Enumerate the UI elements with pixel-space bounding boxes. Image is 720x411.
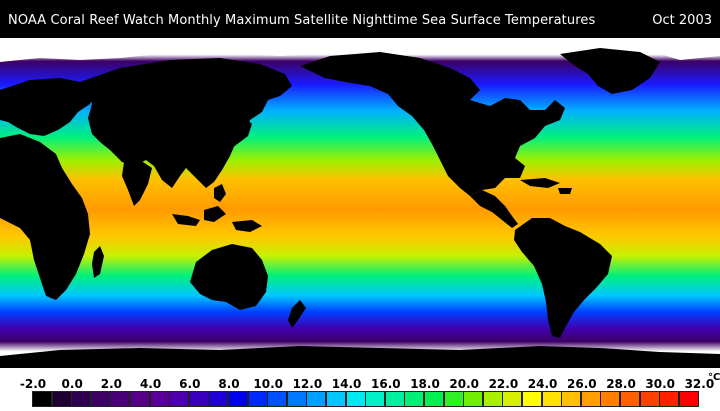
legend-swatch bbox=[247, 391, 268, 407]
madagascar-island bbox=[92, 246, 104, 278]
legend-swatch bbox=[208, 391, 229, 407]
legend-swatch bbox=[130, 391, 150, 407]
central-america-landmass bbox=[470, 190, 518, 228]
legend-tick-label: 24.0 bbox=[527, 377, 558, 391]
legend-swatch bbox=[286, 391, 307, 407]
north-america-landmass bbox=[300, 52, 565, 196]
legend-tick-label: 10.0 bbox=[253, 377, 283, 391]
africa-landmass bbox=[0, 134, 90, 300]
legend-tick-label: 32.0 bbox=[684, 377, 715, 391]
legend-swatch bbox=[463, 391, 484, 407]
map-svg bbox=[0, 38, 720, 368]
legend-swatch bbox=[620, 391, 640, 407]
sea-surface-temperature-map bbox=[0, 38, 720, 368]
asia-landmass bbox=[80, 58, 292, 188]
legend-swatch bbox=[110, 391, 131, 407]
title-bar: NOAA Coral Reef Watch Monthly Maximum Sa… bbox=[0, 0, 720, 38]
legend-swatch bbox=[169, 391, 190, 407]
legend-swatch bbox=[502, 391, 523, 407]
legend-swatch bbox=[384, 391, 405, 407]
legend-tick-label: 16.0 bbox=[370, 377, 401, 391]
japan-islands bbox=[228, 118, 252, 148]
australia-landmass bbox=[190, 244, 268, 310]
legend-swatch bbox=[659, 391, 680, 407]
legend-swatch bbox=[639, 391, 660, 407]
legend-swatch bbox=[188, 391, 209, 407]
europe-landmass bbox=[0, 78, 95, 136]
legend-tick-label: 4.0 bbox=[139, 377, 162, 391]
legend-swatch bbox=[678, 391, 699, 407]
legend-tick-label: 0.0 bbox=[61, 377, 83, 391]
legend-tick-label: 12.0 bbox=[292, 377, 323, 391]
legend-swatch bbox=[51, 391, 72, 407]
legend-swatch bbox=[522, 391, 542, 407]
legend-swatch bbox=[267, 391, 288, 407]
map-title: NOAA Coral Reef Watch Monthly Maximum Sa… bbox=[8, 13, 596, 28]
legend-swatch bbox=[365, 391, 386, 407]
legend-swatch bbox=[580, 391, 601, 407]
legend-tick-label: 8.0 bbox=[218, 377, 240, 391]
legend-swatch bbox=[228, 391, 248, 407]
legend-tick-label: 18.0 bbox=[410, 377, 440, 391]
legend-swatch bbox=[90, 391, 111, 407]
legend-swatch bbox=[326, 391, 346, 407]
arctic-ice bbox=[0, 38, 720, 62]
antarctica-landmass bbox=[0, 346, 720, 368]
legend-tick-label: 26.0 bbox=[566, 377, 597, 391]
legend-tick-label: 14.0 bbox=[331, 377, 362, 391]
legend-tick-label: 6.0 bbox=[179, 377, 201, 391]
legend-tick-label: -2.0 bbox=[19, 377, 47, 391]
india-subcontinent bbox=[122, 160, 152, 206]
legend-tick-label: 20.0 bbox=[449, 377, 479, 391]
legend-swatch bbox=[424, 391, 444, 407]
south-america-landmass bbox=[514, 218, 612, 338]
legend-swatch bbox=[404, 391, 425, 407]
legend-tick-label: 2.0 bbox=[100, 377, 123, 391]
legend-tick-label: 30.0 bbox=[645, 377, 675, 391]
legend-swatch bbox=[541, 391, 562, 407]
legend-swatch bbox=[600, 391, 621, 407]
greenland-landmass bbox=[560, 48, 660, 94]
new-zealand-islands bbox=[288, 300, 306, 328]
color-scale-legend: °C -2.0 0.0 2.0 4.0 6.0 8.0 10.0 12.0 14.0 16.0 18… bbox=[0, 368, 720, 411]
legend-swatch bbox=[561, 391, 582, 407]
maritime-southeast-asia bbox=[172, 184, 262, 232]
legend-swatch bbox=[345, 391, 366, 407]
legend-swatch bbox=[306, 391, 327, 407]
legend-swatch bbox=[71, 391, 92, 407]
legend-swatch bbox=[482, 391, 503, 407]
legend-tick-label: 28.0 bbox=[606, 377, 636, 391]
caribbean-islands bbox=[520, 178, 572, 194]
legend-tick-label: 22.0 bbox=[488, 377, 519, 391]
legend-swatch bbox=[149, 391, 170, 407]
legend-swatch bbox=[443, 391, 464, 407]
map-date: Oct 2003 bbox=[652, 13, 712, 28]
legend-swatch bbox=[32, 391, 52, 407]
legend-unit: °C bbox=[708, 372, 720, 383]
